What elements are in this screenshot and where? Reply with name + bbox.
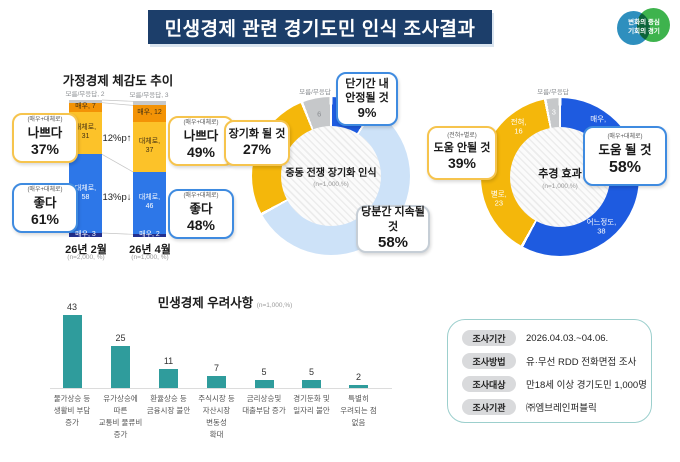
concern-bar — [302, 379, 321, 388]
stacked-bar-segment-label: 매우, 7 — [75, 103, 96, 111]
donut-slice-label: 별로, 23 — [490, 189, 507, 209]
concern-bar-value: 11 — [163, 356, 174, 367]
callout-bad-apr: (매우+대체로) 나쁘다 49% — [168, 116, 234, 166]
stacked-bar-segment-label: 매우, 3 — [75, 230, 96, 238]
concerns-x-axis — [50, 388, 392, 389]
page-title-bar: 민생경제 관련 경기도민 인식 조사결과 — [148, 10, 492, 44]
x-label-apr: 26년 4월 — [129, 244, 171, 256]
survey-info-row: 조사방법 유·무선 RDD 전화면접 조사 — [462, 353, 636, 369]
change-down-label: 13%p↓ — [102, 192, 132, 203]
stacked-bar-segment-label: 매우, 12 — [137, 109, 162, 117]
survey-info-row: 조사기관 ㈜엠브레인퍼블릭 — [462, 399, 597, 415]
concern-bar-label: 환율상승 등 금융시장 불안 — [146, 394, 191, 415]
survey-info-value: 2026.04.03.~04.06. — [526, 332, 609, 344]
stacked-bar-segment-label: 대체로, 37 — [138, 137, 161, 154]
unknown-label-feb: 모름/무응답, 2 — [65, 91, 105, 98]
concern-bar-label: 주식시장 등 자산시장 변동성 확대 — [198, 394, 235, 439]
stacked-bar-segment — [133, 101, 166, 106]
concern-bar — [349, 384, 368, 388]
stacked-bar-segment: 매우, 7 — [69, 102, 102, 113]
concern-bar-value: 43 — [66, 301, 77, 312]
survey-info-label-pill: 조사방법 — [462, 353, 516, 369]
concerns-chart-title: 민생경제 우려사항 (n=1,000,%) — [157, 296, 293, 310]
stacked-bar-segment: 매우, 12 — [133, 105, 166, 122]
bar-connector-lines — [101, 99, 134, 235]
survey-info-value: 만18세 이상 경기도민 1,000명 — [526, 380, 647, 391]
logo-text: 변화의 중심 기회의 경기 — [628, 19, 660, 35]
stacked-bar-segment: 매우, 2 — [133, 231, 166, 239]
x-note-feb: (n=2,000, %) — [67, 254, 105, 261]
page-title: 민생경제 관련 경기도민 인식 조사결과 — [164, 18, 476, 40]
concern-bar-value: 2 — [355, 371, 361, 382]
budget-donut-unknown-label: 모름/무응답 — [537, 89, 569, 96]
concern-bar-label: 물가상승 등 생활비 부담 증가 — [53, 394, 91, 427]
survey-info-label-pill: 조사기관 — [462, 399, 516, 415]
stacked-bar-segment-label: 매우, 2 — [139, 231, 160, 239]
stacked-bar-segment: 대체로, 46 — [133, 171, 166, 235]
concern-bar-value: 5 — [261, 366, 267, 377]
survey-info-row: 조사대상 만18세 이상 경기도민 1,000명 — [462, 376, 647, 392]
callout-help: (매우+대체로) 도움 될 것 58% — [583, 126, 667, 186]
unknown-label-apr: 모름/무응답, 3 — [129, 92, 169, 99]
change-up-label: 12%p↑ — [102, 133, 132, 144]
survey-info-label-pill: 조사대상 — [462, 376, 516, 392]
callout-good-feb: (매우+대체로) 좋다 61% — [12, 183, 78, 233]
donut-slice-label: 어느정도, 38 — [586, 217, 617, 237]
stacked-bar-segment-label: 대체로, 46 — [138, 194, 161, 211]
stacked-bar-segment: 매우, 3 — [69, 230, 102, 238]
stacked-bar-segment — [69, 99, 102, 103]
callout-good-apr: (매우+대체로) 좋다 48% — [168, 189, 234, 239]
x-label-feb: 26년 2월 — [65, 244, 107, 256]
stacked-bar-segment-label: 대체로, 31 — [74, 124, 97, 141]
callout-no-help: (전혀+별로) 도움 안될 것 39% — [427, 126, 497, 180]
concern-bar-label: 금리상승및 대출부담 증가 — [242, 394, 286, 415]
gyeonggi-logo: 변화의 중심 기회의 경기 — [617, 6, 671, 48]
survey-info-label-pill: 조사기간 — [462, 330, 516, 346]
household-chart-title: 가정경제 체감도 추이 — [62, 74, 174, 88]
concern-bar — [254, 379, 274, 388]
donut-slice-label: 전혀, 16 — [510, 117, 527, 136]
war-donut-unknown-label: 모름/무응답 — [299, 89, 331, 96]
survey-info-row: 조사기간 2026.04.03.~04.06. — [462, 330, 608, 346]
concern-bar — [111, 345, 130, 388]
survey-info-box: 조사기간 2026.04.03.~04.06. 조사방법 유·무선 RDD 전화면접 … — [447, 319, 652, 423]
x-note-apr: (n=1,000, %) — [131, 254, 169, 261]
survey-info-value: 유·무선 RDD 전화면접 조사 — [526, 357, 637, 368]
donut-slice-label: 3 — [551, 107, 556, 117]
concern-bar — [62, 314, 82, 388]
donut-slice-label: 6 — [317, 109, 322, 119]
callout-continue: 당분간 지속될 것 58% — [356, 205, 430, 253]
logo-green-circle-icon — [637, 8, 670, 42]
callout-long-term: 장기화 될 것 27% — [224, 120, 290, 166]
concern-bar-value: 7 — [213, 363, 219, 374]
concern-bar-label: 유가상승에 따른 교통비 물류비 증가 — [98, 394, 143, 439]
stacked-bar-segment: 대체로, 37 — [133, 121, 166, 172]
concern-bar-value: 25 — [115, 332, 126, 343]
survey-info-value: ㈜엠브레인퍼블릭 — [526, 403, 597, 414]
concern-bar — [207, 376, 226, 388]
callout-short-term: 단기간 내 안정될 것 9% — [336, 72, 398, 126]
stacked-bar-segment-label: 대체로, 58 — [74, 184, 97, 201]
callout-bad-feb: (매우+대체로) 나쁘다 37% — [12, 113, 78, 163]
concern-bar — [159, 369, 178, 388]
concern-bar-value: 5 — [308, 366, 314, 377]
concern-bar-label: 경기둔화 및 일자리 불안 — [293, 394, 330, 415]
concern-bar-label: 특별히 우려되는 점 없음 — [340, 394, 377, 427]
